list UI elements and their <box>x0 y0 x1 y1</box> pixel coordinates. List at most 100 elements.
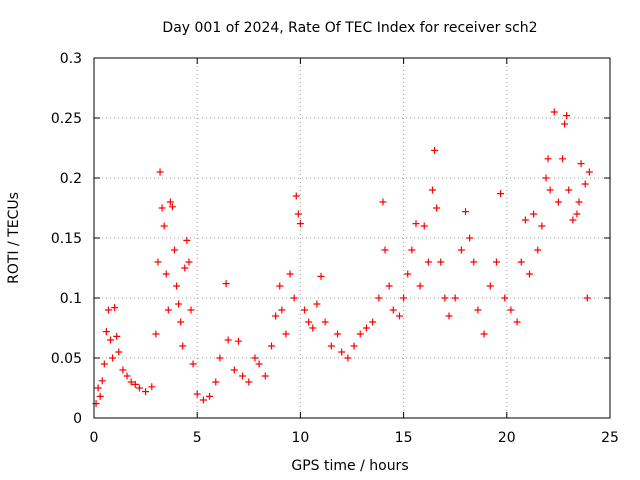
data-point <box>135 384 143 392</box>
x-tick-label: 15 <box>395 430 413 446</box>
data-point <box>166 198 174 206</box>
data-point <box>234 337 242 345</box>
data-point <box>276 282 284 290</box>
grid <box>94 58 610 418</box>
data-point <box>517 258 525 266</box>
x-tick-label: 5 <box>193 430 202 446</box>
data-point <box>100 360 108 368</box>
data-point <box>294 210 302 218</box>
data-point <box>581 180 589 188</box>
y-tick-label: 0.2 <box>60 171 82 187</box>
data-point <box>437 258 445 266</box>
data-point <box>109 354 117 362</box>
data-point <box>216 354 224 362</box>
data-point <box>175 300 183 308</box>
data-point <box>317 272 325 280</box>
data-point <box>327 342 335 350</box>
data-point <box>251 354 259 362</box>
data-point <box>542 174 550 182</box>
data-point <box>107 336 115 344</box>
data-point <box>156 168 164 176</box>
data-point <box>356 330 364 338</box>
data-point <box>431 146 439 154</box>
data-point <box>441 294 449 302</box>
data-point <box>513 318 521 326</box>
x-tick-label: 20 <box>498 430 516 446</box>
data-point <box>115 348 123 356</box>
data-point <box>282 330 290 338</box>
data-point <box>362 324 370 332</box>
data-point <box>113 332 121 340</box>
data-point <box>173 282 181 290</box>
data-point <box>530 210 538 218</box>
data-point <box>292 192 300 200</box>
y-tick-label: 0 <box>73 411 82 427</box>
data-point <box>428 186 436 194</box>
data-point <box>321 318 329 326</box>
data-point <box>193 390 201 398</box>
data-point <box>334 330 342 338</box>
data-point <box>301 306 309 314</box>
data-point <box>546 186 554 194</box>
data-point <box>189 360 197 368</box>
data-point <box>433 204 441 212</box>
y-tick-label: 0.05 <box>51 351 82 367</box>
y-tick-label: 0.1 <box>60 291 82 307</box>
data-point <box>457 246 465 254</box>
x-tick-label: 25 <box>601 430 619 446</box>
data-point <box>199 396 207 404</box>
data-point <box>412 220 420 228</box>
data-point <box>255 360 263 368</box>
data-point <box>123 372 131 380</box>
data-point <box>585 168 593 176</box>
data-point <box>305 318 313 326</box>
data-point <box>296 220 304 228</box>
data-point <box>185 258 193 266</box>
data-point <box>119 366 127 374</box>
data-point <box>181 264 189 272</box>
data-point <box>230 366 238 374</box>
data-point <box>148 383 156 391</box>
data-point <box>162 270 170 278</box>
data-point <box>565 186 573 194</box>
data-point <box>309 324 317 332</box>
data-point <box>486 282 494 290</box>
data-point <box>96 392 104 400</box>
data-point <box>272 312 280 320</box>
data-point <box>573 210 581 218</box>
data-point <box>577 160 585 168</box>
data-point <box>142 388 150 396</box>
y-tick-label: 0.25 <box>51 111 82 127</box>
data-point <box>538 222 546 230</box>
data-point <box>268 342 276 350</box>
data-point <box>344 354 352 362</box>
data-point <box>164 306 172 314</box>
y-tick-label: 0.15 <box>51 231 82 247</box>
data-point <box>286 270 294 278</box>
data-point <box>290 294 298 302</box>
data-point <box>94 384 102 392</box>
data-point <box>177 318 185 326</box>
data-point <box>497 190 505 198</box>
data-point <box>492 258 500 266</box>
data-point <box>424 258 432 266</box>
data-points <box>92 108 593 408</box>
data-point <box>445 312 453 320</box>
plot-frame <box>93 57 611 419</box>
data-point <box>111 304 119 312</box>
data-point <box>526 270 534 278</box>
data-point <box>104 306 112 314</box>
data-point <box>261 372 269 380</box>
data-point <box>212 378 220 386</box>
data-point <box>338 348 346 356</box>
data-point <box>507 306 515 314</box>
data-point <box>350 342 358 350</box>
data-point <box>154 258 162 266</box>
data-point <box>313 300 321 308</box>
x-axis-label: GPS time / hours <box>291 458 408 474</box>
data-point <box>569 216 577 224</box>
data-point <box>408 246 416 254</box>
data-point <box>474 306 482 314</box>
data-point <box>451 294 459 302</box>
